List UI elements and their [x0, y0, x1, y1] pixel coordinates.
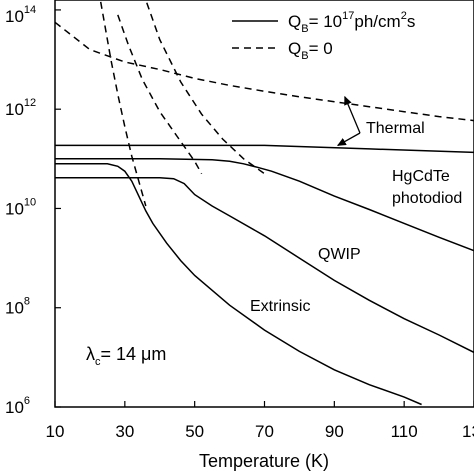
- curves-group: [54, 0, 474, 406]
- qwip-solid-curve: [55, 176, 474, 354]
- thermal-solid-curve: [55, 144, 474, 154]
- x-ticks: 10 30 50 70 90 110 130: [46, 401, 474, 441]
- y-tick-label: 1014: [5, 4, 36, 26]
- x-tick-label: 70: [255, 422, 274, 441]
- extrinsic-solid-curve: [55, 163, 422, 406]
- annotation-extrinsic: Extrinsic: [250, 298, 310, 315]
- y-ticks: 1014 1012 1010 108 106: [5, 4, 61, 417]
- thermal-arrow-2: [336, 132, 361, 146]
- legend-solid-label: QB= 1017ph/cm2s: [288, 10, 415, 35]
- x-tick-label: 30: [115, 422, 134, 441]
- annotation-thermal: Thermal: [366, 120, 425, 137]
- thermal-arrows: [336, 95, 361, 146]
- hgcdte-photodiode-solid-curve: [55, 158, 474, 252]
- annotation-hgcdte-line2: photodiod: [392, 190, 462, 207]
- hgcdte-photodiode-dashed-curve: [145, 0, 265, 175]
- legend: QB= 1017ph/cm2s QB= 0: [232, 10, 415, 62]
- annotation-cutoff-wavelength: λc= 14 μm: [86, 344, 166, 368]
- x-tick-label: 130: [462, 422, 474, 441]
- extrinsic-dashed-curve: [99, 0, 147, 207]
- thermal-arrow-1: [344, 95, 361, 134]
- y-tick-label: 106: [5, 395, 30, 417]
- annotation-hgcdte-line1: HgCdTe: [392, 168, 450, 185]
- x-tick-label: 110: [391, 422, 418, 441]
- y-tick-label: 1012: [5, 97, 36, 119]
- y-tick-label: 108: [5, 296, 30, 318]
- y-tick-label: 1010: [5, 196, 36, 218]
- annotation-qwip: QWIP: [318, 246, 361, 263]
- thermal-dashed-curve: [54, 21, 474, 122]
- x-tick-label: 10: [46, 422, 65, 441]
- x-axis-title: Temperature (K): [199, 451, 329, 471]
- x-tick-label: 90: [325, 422, 344, 441]
- legend-dashed-label: QB= 0: [288, 39, 333, 62]
- x-tick-label: 50: [185, 422, 204, 441]
